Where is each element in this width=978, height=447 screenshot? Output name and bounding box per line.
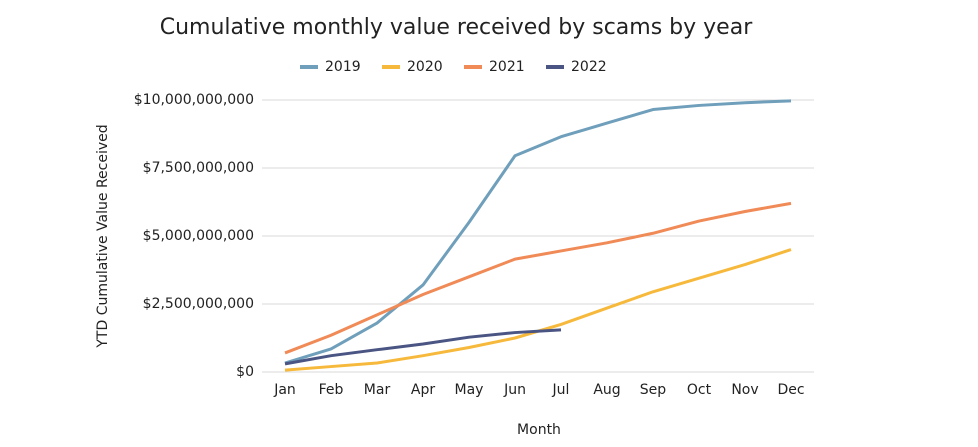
x-tick-label: Feb [319, 382, 344, 398]
chart-title: Cumulative monthly value received by sca… [160, 15, 753, 40]
y-axis-label: YTD Cumulative Value Received [95, 124, 111, 348]
x-tick-label: Apr [411, 382, 435, 398]
x-axis-label: Month [517, 422, 561, 438]
x-tick-label: Sep [640, 382, 667, 398]
line-series [284, 99, 792, 365]
y-tick-label: $0 [236, 364, 254, 380]
x-tick-label: Oct [687, 382, 712, 398]
legend-label: 2021 [489, 59, 525, 75]
legend-label: 2020 [407, 59, 443, 75]
x-tick-label: May [455, 382, 484, 398]
x-tick-label: Nov [731, 382, 758, 398]
x-tick-label: Dec [777, 382, 804, 398]
legend-label: 2022 [571, 59, 607, 75]
line-series [284, 328, 562, 366]
y-tick-label: $2,500,000,000 [143, 296, 254, 312]
x-tick-label: Mar [364, 382, 391, 398]
x-tick-label: Jul [552, 382, 570, 398]
line-series [284, 201, 792, 355]
x-tick-label: Jun [503, 382, 526, 398]
legend-label: 2019 [325, 59, 361, 75]
y-tick-label: $7,500,000,000 [143, 160, 254, 176]
x-tick-label: Jan [273, 382, 296, 398]
y-tick-label: $5,000,000,000 [143, 228, 254, 244]
y-tick-label: $10,000,000,000 [134, 92, 254, 108]
x-tick-label: Aug [593, 382, 620, 398]
